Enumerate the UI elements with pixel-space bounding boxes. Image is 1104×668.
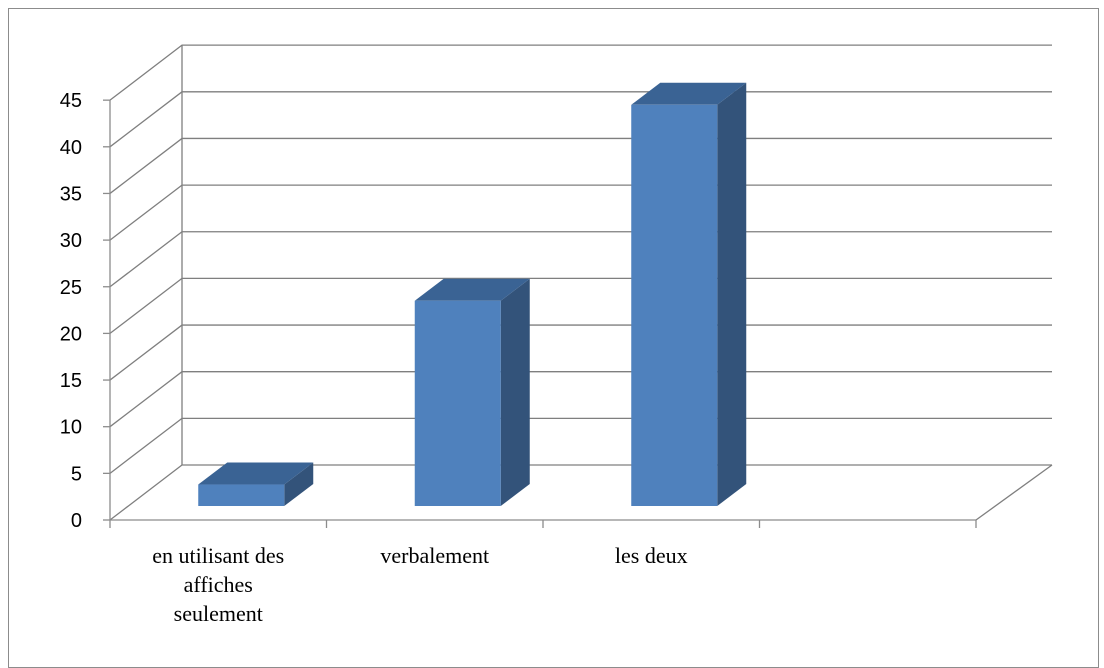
gridline-10 [109, 371, 1052, 428]
bar-top-1 [414, 278, 530, 301]
x-category-label-1-line-0: verbalement [380, 543, 489, 568]
gridline-25 [109, 231, 1052, 288]
chart-frame [8, 8, 1099, 668]
x-category-label-0-line-0: en utilisant des [152, 543, 284, 568]
bar-top-2 [631, 82, 747, 105]
bar-top-0 [198, 462, 314, 485]
gridline-15 [109, 324, 1052, 381]
y-tick-label-0: 0 [71, 510, 82, 532]
bar-side-0 [284, 462, 314, 506]
bar-front-2 [631, 104, 718, 506]
gridline-5 [109, 417, 1052, 474]
gridline-20 [109, 277, 1052, 334]
bar-front-0 [198, 484, 285, 506]
y-tick-label-40: 40 [60, 137, 82, 159]
gridline-40 [109, 91, 1052, 148]
axes [103, 99, 977, 528]
chart-walls [109, 45, 1053, 521]
y-tick-label-45: 45 [60, 90, 82, 112]
x-category-label-0-line-1: affiches [184, 572, 253, 597]
y-tick-label-10: 10 [60, 417, 82, 439]
floor-right-edge [975, 464, 1053, 521]
gridline-30 [109, 184, 1052, 241]
bar-2 [631, 82, 747, 506]
gridline-35 [109, 137, 1052, 194]
y-tick-label-30: 30 [60, 230, 82, 252]
x-category-label-2-line-0: les deux [615, 543, 688, 568]
y-tick-label-5: 5 [71, 463, 82, 485]
x-axis-category-labels: en utilisant des affiches seulement verbale… [152, 543, 687, 626]
x-category-label-0-line-2: seulement [174, 601, 263, 626]
bars [198, 82, 747, 506]
y-tick-label-35: 35 [60, 183, 82, 205]
bar-front-1 [414, 300, 501, 506]
y-axis-tick-labels: 0 5 10 15 20 25 30 35 40 45 [60, 90, 82, 532]
bar-side-2 [717, 82, 747, 506]
gridlines [109, 44, 1052, 474]
bar-chart-3d: 0 5 10 15 20 25 30 35 40 45 en utilisant des affic… [60, 44, 1053, 626]
y-tick-label-25: 25 [60, 277, 82, 299]
y-tick-label-15: 15 [60, 370, 82, 392]
bar-1 [414, 278, 530, 506]
y-tick-label-20: 20 [60, 323, 82, 345]
gridline-45 [109, 44, 1052, 101]
bar-side-1 [500, 278, 530, 506]
bar-0 [198, 462, 314, 506]
